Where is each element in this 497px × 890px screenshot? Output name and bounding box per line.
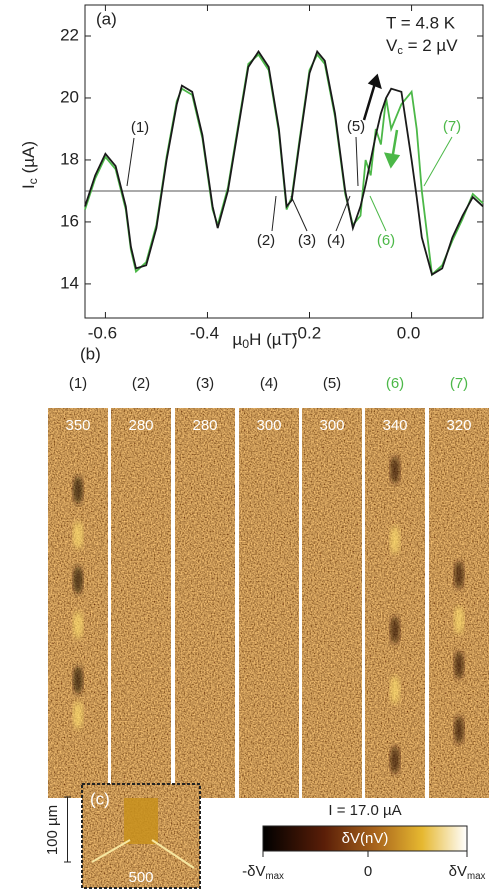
scan-feature (73, 566, 83, 594)
annotation-arrow (369, 195, 387, 232)
plot-frame (84, 4, 484, 319)
scan-feature (390, 676, 400, 704)
x-axis-label: µ0H (µT) (232, 330, 297, 351)
scan-image (302, 408, 362, 798)
annotation: (7) (443, 118, 461, 135)
scale-bar (64, 796, 71, 863)
inset-wire (91, 839, 131, 863)
series-line (84, 49, 484, 276)
scan-feature (390, 526, 400, 554)
colorbar-tick-label-sub: max (265, 871, 284, 882)
column-label: (2) (132, 375, 150, 392)
x-axis-label-sub: 0 (242, 337, 249, 351)
scan-image (48, 408, 108, 798)
colorbar-title: I = 17.0 µA (328, 802, 401, 819)
column-value: 280 (128, 417, 153, 434)
annotation-arrow (126, 137, 135, 187)
sweep-arrow (383, 129, 401, 169)
column-label: (3) (196, 375, 214, 392)
y-tick-label: 20 (60, 87, 79, 106)
x-tick-label: -0.6 (88, 323, 117, 342)
annotation: (1) (131, 119, 149, 136)
scan-image (111, 408, 171, 798)
annotation-arrow (271, 195, 277, 232)
colorbar-tick-label-main: -δV (242, 863, 265, 880)
y-axis-label-sub: c (26, 178, 40, 184)
colorbar-label: δV(nV) (342, 830, 389, 847)
scan-image (239, 408, 299, 798)
annotation: (4) (327, 232, 345, 249)
scan-feature (454, 716, 464, 744)
colorbar-tick-label-main: δV (449, 863, 467, 880)
x-tick-label: -0.2 (292, 323, 321, 342)
scan-feature (73, 701, 83, 729)
scan-feature (73, 521, 83, 549)
condition: Vc = 2 µV (386, 36, 458, 56)
inset-value: 500 (128, 869, 153, 886)
scan-feature (454, 651, 464, 679)
annotation-arrow (290, 195, 308, 232)
annotation-arrow (335, 195, 351, 232)
condition-unit: = 2 µV (403, 36, 458, 55)
annotation: (6) (377, 232, 395, 249)
column-value: 350 (65, 417, 90, 434)
scale-label: 100 µm (44, 805, 61, 855)
scan-feature (454, 561, 464, 589)
y-tick-label: 16 (60, 211, 79, 230)
column-value: 280 (192, 417, 217, 434)
colorbar-tick-label: -δVmax (242, 863, 284, 882)
scan-feature (73, 611, 83, 639)
column-label: (1) (69, 375, 87, 392)
panel-label: (a) (96, 9, 117, 28)
column-label: (4) (260, 375, 278, 392)
panel-label: (b) (80, 344, 101, 363)
sweep-arrow (362, 73, 382, 121)
column-value: 320 (446, 417, 471, 434)
inset-frame (81, 783, 201, 889)
annotation: (3) (298, 232, 316, 249)
scan-image (175, 408, 235, 798)
scan-feature (390, 616, 400, 644)
column-label: (6) (386, 375, 404, 392)
condition-sub: c (397, 45, 403, 57)
inset-wire (151, 839, 195, 869)
y-axis-label: Ic (µA) (19, 141, 40, 189)
column-label: (7) (450, 375, 468, 392)
y-tick-label: 18 (60, 149, 79, 168)
scan-feature (73, 666, 83, 694)
y-tick-label: 14 (60, 273, 79, 292)
annotation-arrow (423, 136, 453, 187)
column-value: 300 (319, 417, 344, 434)
annotation-arrow (355, 136, 359, 187)
x-axis-label-main: µ (232, 330, 242, 349)
scan-feature (73, 476, 83, 504)
condition: T = 4.8 K (386, 13, 456, 32)
colorbar-tick-label: δVmax (449, 863, 486, 882)
y-axis-label-unit: (µA) (19, 141, 38, 178)
x-tick-label: 0.0 (397, 323, 421, 342)
x-tick-label: -0.4 (190, 323, 219, 342)
x-axis-label-unit: H (µT) (249, 330, 298, 349)
annotation: (5) (347, 118, 365, 135)
column-value: 340 (382, 417, 407, 434)
condition-main: V (386, 36, 398, 55)
panel-label: (c) (90, 789, 110, 808)
scan-feature (390, 456, 400, 484)
scan-feature (390, 746, 400, 774)
y-axis-label-main: I (19, 184, 38, 189)
annotation: (2) (257, 232, 275, 249)
scan-feature (454, 606, 464, 634)
column-label: (5) (323, 375, 341, 392)
colorbar-tick-label-sub: max (467, 871, 486, 882)
column-value: 300 (256, 417, 281, 434)
y-tick-label: 22 (60, 25, 79, 44)
inset-device (124, 798, 158, 844)
colorbar (262, 825, 468, 852)
colorbar-tick-label: 0 (364, 863, 372, 880)
